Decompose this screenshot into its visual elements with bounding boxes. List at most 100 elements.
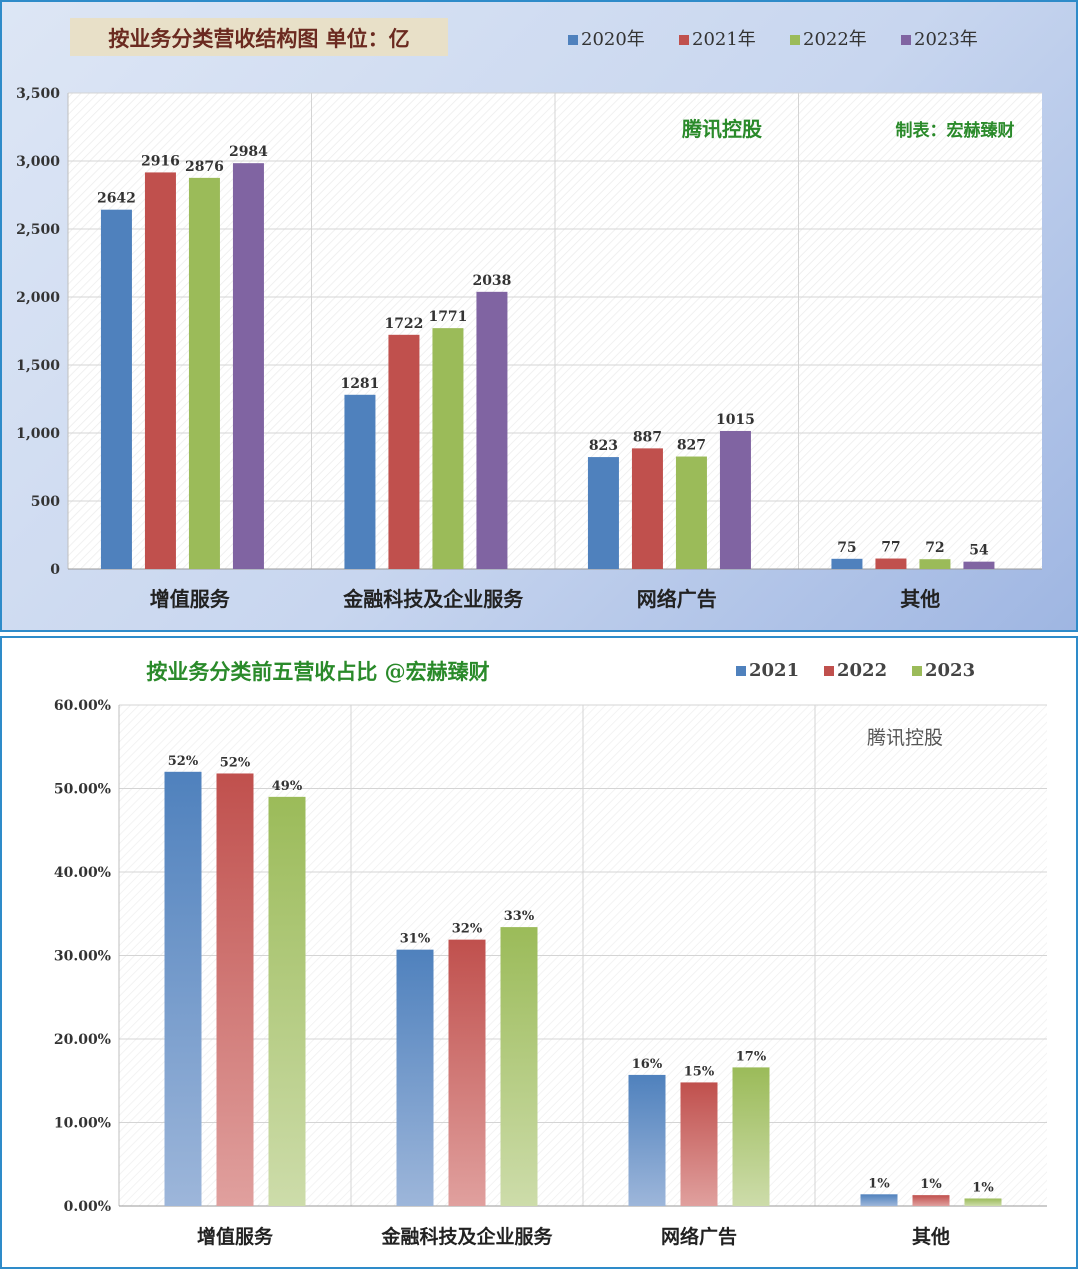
chart2-bar: [448, 939, 486, 1206]
chart2-bar: [680, 1082, 718, 1206]
chart1-category-label: 网络广告: [637, 587, 717, 611]
chart2-legend-swatch: [912, 666, 922, 676]
chart2-category-label: 其他: [912, 1225, 950, 1248]
chart2-data-label: 17%: [736, 1049, 767, 1064]
chart2-data-label: 1%: [868, 1176, 890, 1191]
chart1-legend-swatch: [901, 35, 911, 45]
chart2-bar: [912, 1195, 950, 1206]
chart1-data-label: 54: [969, 543, 989, 559]
chart2-bar: [964, 1198, 1002, 1206]
chart2-bar: [268, 796, 306, 1206]
chart1-company-watermark: 腾讯控股: [682, 117, 762, 141]
chart1-bar: [587, 457, 619, 569]
chart1-title-background: [70, 18, 448, 56]
chart1-data-label: 823: [589, 438, 618, 454]
chart1-y-tick-label: 0: [50, 562, 60, 578]
chart2-data-label: 49%: [272, 779, 303, 794]
chart1-data-label: 1771: [428, 309, 467, 325]
chart2-data-label: 32%: [452, 922, 483, 937]
chart1-bar: [831, 558, 863, 569]
chart2-data-label: 31%: [400, 932, 431, 947]
chart1-data-label: 72: [925, 540, 944, 556]
chart2-bar: [860, 1194, 898, 1206]
chart2-y-tick-label: 0.00%: [64, 1199, 111, 1215]
chart1-legend-swatch: [568, 35, 578, 45]
chart2-legend-swatch: [824, 666, 834, 676]
chart2-category-label: 增值服务: [197, 1225, 274, 1248]
chart1-category-label: 增值服务: [150, 587, 231, 611]
chart2-category-label: 金融科技及企业服务: [380, 1225, 553, 1248]
chart1-title: 按业务分类营收结构图 单位：亿: [108, 26, 409, 51]
chart1-bar: [675, 456, 707, 569]
chart2-bar: [628, 1074, 666, 1206]
chart2-bar: [500, 927, 538, 1206]
chart1-bar: [963, 561, 995, 569]
chart2-company-watermark: 腾讯控股: [867, 727, 943, 749]
chart1-bar: [344, 394, 376, 569]
chart1-bar: [719, 430, 751, 569]
chart1-data-label: 77: [881, 540, 900, 556]
chart1-y-tick-label: 1,000: [16, 426, 60, 442]
chart1-bar: [188, 177, 220, 569]
chart1-bar: [388, 334, 420, 569]
chart1-legend-label: 2022年: [803, 29, 867, 50]
chart1-category-label: 金融科技及企业服务: [342, 587, 524, 611]
chart1-data-label: 1722: [384, 316, 423, 332]
chart2-y-tick-label: 40.00%: [54, 865, 111, 881]
chart2-data-label: 15%: [684, 1064, 715, 1079]
chart1-legend-swatch: [679, 35, 689, 45]
chart1-legend-label: 2021年: [692, 29, 756, 50]
chart2-y-tick-label: 10.00%: [54, 1116, 111, 1132]
chart1-data-label: 2038: [472, 273, 511, 289]
chart1-bar: [919, 559, 951, 569]
chart1-bar: [232, 163, 264, 569]
chart2-legend-label: 2022: [837, 660, 887, 681]
revenue-structure-chart: 按业务分类营收结构图 单位：亿 0 500 1,000 1,500 2,000 2,500…: [16, 18, 1042, 611]
chart1-data-label: 75: [837, 540, 856, 556]
chart2-legend-label: 2023: [925, 660, 975, 681]
chart2-data-label: 33%: [504, 909, 535, 924]
chart1-category-label: 其他: [900, 587, 940, 611]
revenue-share-chart: 按业务分类前五营收占比 @宏赫臻财 0.00% 10.00% 20.00% 30.00…: [54, 659, 1047, 1248]
chart1-y-tick-label: 2,000: [16, 290, 60, 306]
chart1-bar: [476, 291, 508, 569]
chart2-data-label: 52%: [168, 754, 199, 769]
chart1-data-label: 2642: [97, 191, 136, 207]
chart1-data-label: 2876: [185, 159, 224, 175]
chart1-y-tick-label: 500: [31, 494, 60, 510]
chart2-bar: [732, 1067, 770, 1206]
chart1-bar: [631, 448, 663, 569]
chart1-legend-label: 2020年: [581, 29, 645, 50]
chart2-title: 按业务分类前五营收占比 @宏赫臻财: [146, 659, 489, 684]
chart1-data-label: 887: [633, 429, 662, 445]
chart2-bar: [216, 773, 254, 1206]
chart1-bar: [100, 209, 132, 570]
chart2-y-tick-label: 60.00%: [54, 698, 111, 714]
chart1-y-tick-label: 3,000: [16, 154, 60, 170]
chart1-bar: [432, 328, 464, 569]
chart2-legend-swatch: [736, 666, 746, 676]
chart1-y-tick-label: 2,500: [16, 222, 60, 238]
revenue-share-panel: 按业务分类前五营收占比 @宏赫臻财 0.00% 10.00% 20.00% 30.00…: [0, 636, 1078, 1269]
chart2-data-label: 1%: [972, 1180, 994, 1195]
chart1-data-label: 2984: [229, 144, 268, 160]
chart1-bar: [875, 558, 907, 569]
chart2-y-tick-label: 20.00%: [54, 1032, 111, 1048]
chart1-data-label: 2916: [141, 153, 180, 169]
chart1-y-tick-label: 1,500: [16, 358, 60, 374]
chart2-data-label: 1%: [920, 1177, 942, 1192]
chart2-legend-label: 2021: [749, 660, 799, 681]
chart2-category-label: 网络广告: [661, 1225, 737, 1248]
chart2-y-tick-label: 50.00%: [54, 782, 111, 798]
chart1-data-label: 1015: [716, 412, 755, 428]
chart1-data-label: 827: [677, 438, 706, 454]
revenue-structure-panel: 按业务分类营收结构图 单位：亿 0 500 1,000 1,500 2,000 2,500…: [0, 0, 1078, 632]
chart1-legend-label: 2023年: [914, 29, 978, 50]
chart2-y-tick-label: 30.00%: [54, 949, 111, 965]
chart1-credit-watermark: 制表：宏赫臻财: [896, 120, 1015, 141]
chart1-bar: [144, 172, 176, 569]
chart2-data-label: 52%: [220, 755, 251, 770]
chart2-bar: [164, 771, 202, 1206]
chart2-data-label: 16%: [632, 1057, 663, 1072]
chart1-data-label: 1281: [340, 376, 379, 392]
